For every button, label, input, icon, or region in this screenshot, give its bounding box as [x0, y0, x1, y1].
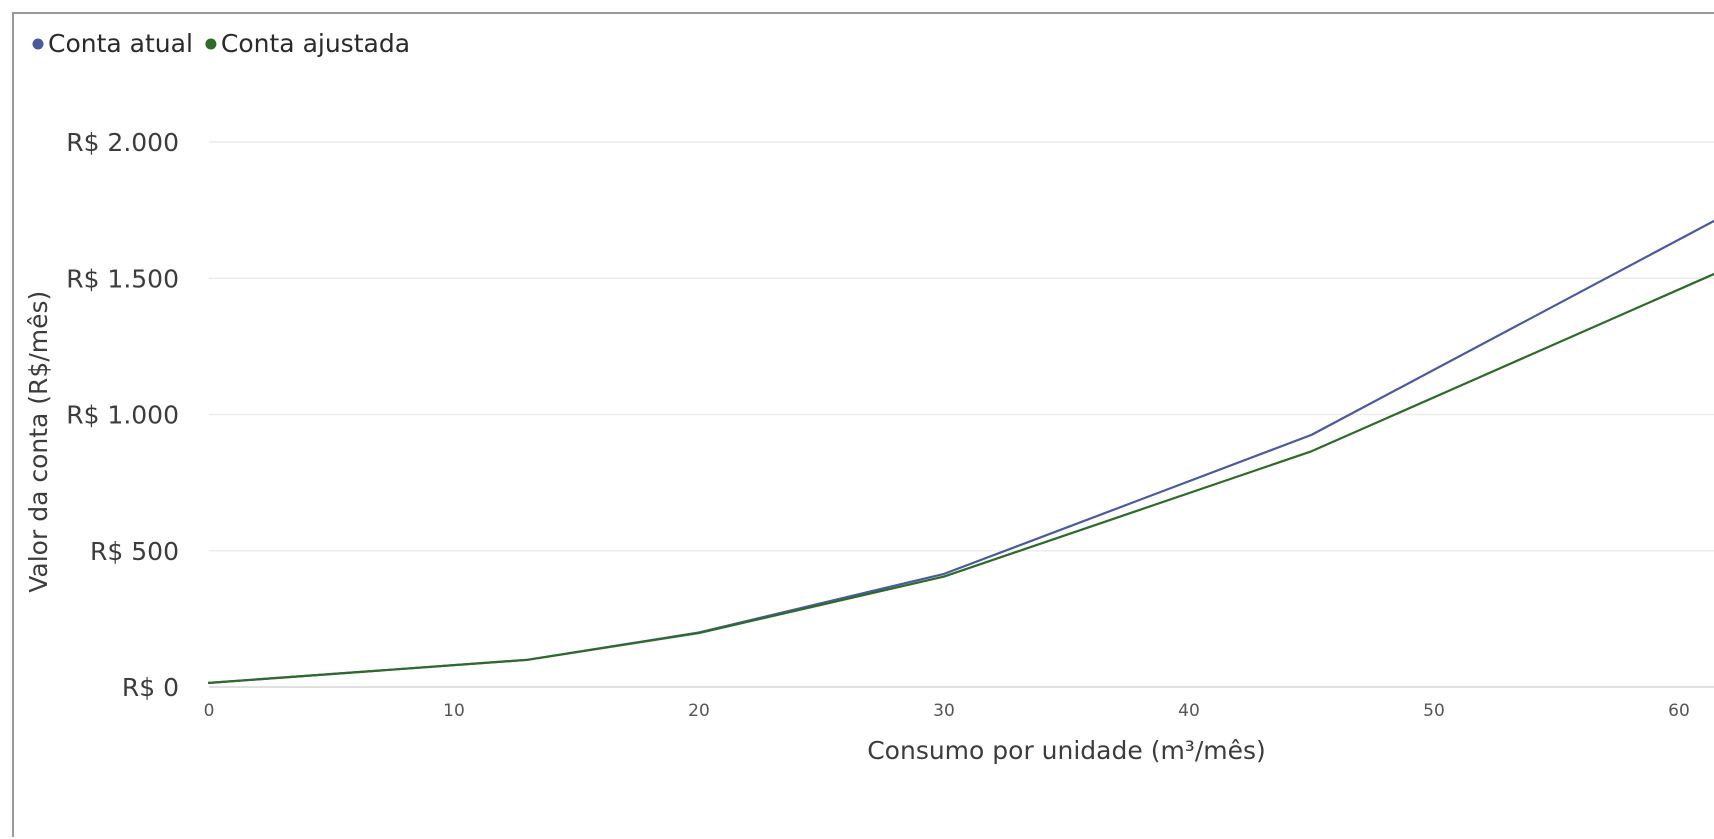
- series-lines: [207, 219, 1714, 685]
- series-line-conta-ajustada: [207, 272, 1714, 685]
- legend-marker-conta-atual: [32, 38, 44, 50]
- y-axis-title: Valor da conta (R$/mês): [24, 291, 53, 593]
- y-tick-label: R$ 0: [122, 673, 179, 702]
- axes: R$ 0 R$ 500 R$ 1.000 R$ 1.500 R$ 2.000 0 10 20 3…: [24, 128, 1690, 765]
- x-tick-label: 50: [1423, 701, 1445, 721]
- series-line-conta-atual: [207, 219, 1714, 685]
- x-tick-label: 40: [1178, 701, 1200, 721]
- x-tick-label: 60: [1668, 701, 1690, 721]
- y-tick-label: R$ 1.000: [66, 401, 179, 430]
- x-tick-label: 10: [443, 701, 465, 721]
- chart-frame: R$ 0 R$ 500 R$ 1.000 R$ 1.500 R$ 2.000 0 10 20 3…: [12, 12, 1714, 837]
- legend-label-conta-atual: Conta atual: [48, 29, 193, 58]
- x-tick-label: 0: [204, 701, 215, 721]
- y-tick-label: R$ 500: [90, 537, 179, 566]
- grid: [209, 141, 1714, 688]
- legend: Conta atual Conta ajustada: [32, 29, 410, 58]
- x-tick-label: 30: [933, 701, 955, 721]
- legend-marker-conta-ajustada: [205, 38, 217, 50]
- line-chart: R$ 0 R$ 500 R$ 1.000 R$ 1.500 R$ 2.000 0 10 20 3…: [24, 29, 1714, 765]
- legend-label-conta-ajustada: Conta ajustada: [221, 29, 410, 58]
- x-tick-label: 20: [688, 701, 710, 721]
- y-tick-label: R$ 2.000: [66, 128, 179, 157]
- x-axis-title: Consumo por unidade (m³/mês): [867, 736, 1266, 765]
- y-tick-label: R$ 1.500: [66, 264, 179, 293]
